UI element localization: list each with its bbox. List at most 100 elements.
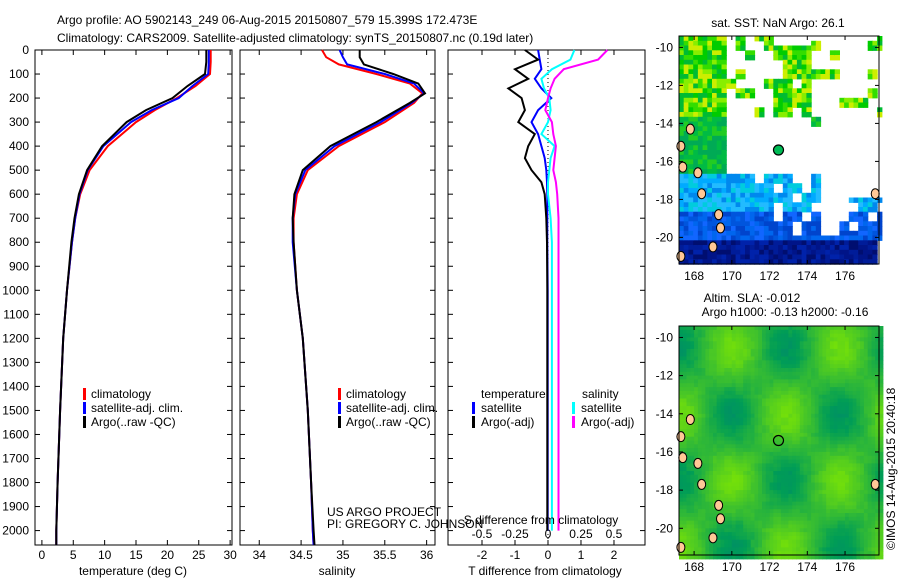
map-cell [844, 254, 850, 260]
map-cell [818, 516, 823, 522]
map-cell [724, 375, 729, 380]
map-cell [705, 471, 710, 476]
map-cell [716, 192, 722, 199]
island-shape [870, 188, 880, 200]
map-cell [844, 226, 850, 232]
map-cell [879, 329, 884, 335]
map-cell [826, 406, 831, 411]
legend-swatch [572, 402, 575, 414]
map-cell [683, 135, 689, 142]
map-cell [716, 183, 722, 189]
map-cell [765, 337, 771, 342]
map-cell [788, 543, 793, 548]
map-cell [837, 528, 842, 533]
map-cell [784, 333, 790, 338]
map-cell [829, 69, 836, 75]
map-cell [822, 360, 827, 365]
map-cell [811, 197, 817, 203]
map-cell [788, 463, 793, 468]
map-cell [754, 345, 759, 350]
map-cell [780, 375, 786, 380]
map-cell [811, 539, 816, 545]
map-cell [858, 235, 864, 241]
map-cell [773, 341, 778, 346]
map-cell [815, 45, 822, 51]
map-cell [743, 368, 748, 373]
map-cell [818, 551, 823, 556]
map-cell [709, 471, 714, 476]
map-cell [773, 337, 778, 342]
map-cell [758, 501, 763, 506]
map-cell [745, 254, 751, 260]
map-cell [844, 249, 850, 256]
legend-label: climatology [346, 387, 406, 401]
map-cell [845, 539, 850, 545]
map-cell [777, 524, 782, 529]
map-cell [841, 482, 846, 487]
map-cell [683, 88, 689, 94]
map-cell [811, 425, 816, 430]
map-cell [682, 410, 688, 415]
map-cell [768, 173, 774, 180]
map-cell [716, 164, 722, 170]
map-cell [758, 371, 763, 377]
map-cell [858, 221, 864, 227]
map-cell [686, 551, 691, 556]
map-cell [728, 451, 733, 457]
map-cell [879, 516, 884, 522]
map-frame [678, 325, 880, 556]
map-cell [769, 329, 774, 335]
map-cell [697, 436, 703, 442]
map-cell [829, 471, 835, 476]
map-cell [705, 551, 710, 556]
map-cell [875, 417, 880, 422]
map-cell [829, 520, 835, 525]
map-cell [728, 482, 733, 487]
map-cell [867, 387, 873, 392]
map-cell [712, 74, 718, 80]
map-cell [871, 467, 876, 472]
map-cell [867, 440, 873, 445]
map-cell [863, 240, 869, 246]
map-cell [682, 402, 688, 407]
map-cell [863, 230, 869, 237]
map-cell [848, 398, 854, 403]
map-cell [788, 436, 793, 442]
map-cell [875, 528, 880, 533]
map-cell [693, 259, 699, 265]
map-cell [716, 436, 722, 442]
map-cell [841, 486, 846, 491]
map-cell [750, 394, 756, 400]
map-cell [712, 145, 718, 151]
map-cell [690, 471, 695, 476]
map-cell [863, 341, 869, 346]
map-cell [745, 259, 751, 265]
map-cell [863, 402, 869, 407]
map-cell [875, 532, 880, 537]
map-cell [763, 197, 770, 203]
map-cell [762, 345, 767, 350]
map-cell [773, 497, 778, 503]
map-cell [875, 444, 880, 449]
map-cell [788, 410, 793, 415]
map-cell [763, 221, 770, 227]
map-cell [745, 202, 751, 208]
map-cell [716, 547, 722, 552]
map-cell [877, 197, 883, 203]
map-cell [833, 471, 839, 476]
map-cell [796, 467, 801, 472]
map-cell [871, 356, 876, 361]
map-cell [818, 528, 823, 533]
map-cell [841, 448, 846, 453]
map-cell [769, 379, 774, 384]
map-cell [746, 474, 752, 480]
map-cell [739, 440, 744, 445]
map-cell [686, 356, 691, 361]
map-cell [788, 364, 793, 369]
map-cell [765, 467, 771, 472]
map-cell [863, 352, 869, 358]
map-cell [739, 394, 744, 400]
map-cell [694, 417, 699, 422]
map-cell [765, 516, 771, 522]
map-cell [746, 551, 752, 556]
